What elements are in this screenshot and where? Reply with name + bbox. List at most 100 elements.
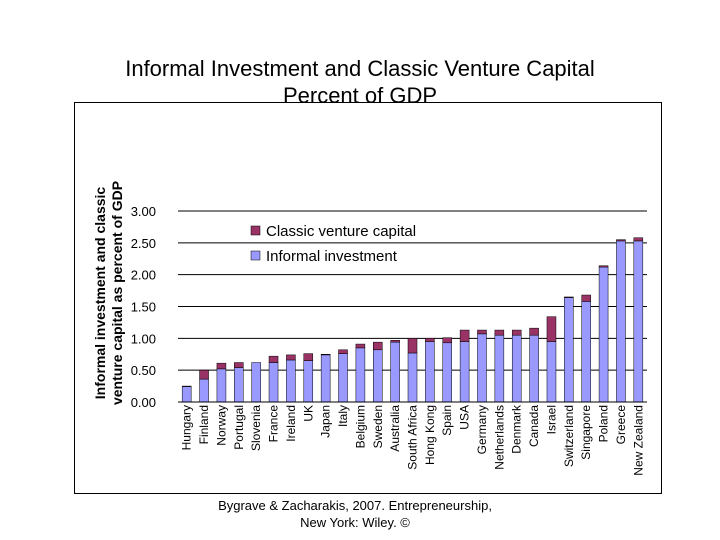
bar-informal-south-africa <box>407 352 418 403</box>
bar-classic-vc-spain <box>442 337 452 344</box>
bar-informal-finland <box>199 378 209 403</box>
bar-classic-vc-italy <box>338 349 348 354</box>
chart-frame: 0.00 0.50 1.00 1.50 2.00 2.50 3.00 Hungary Finl… <box>74 102 662 494</box>
x-tick-label: New Zealand <box>631 405 645 476</box>
bar-classic-vc-france <box>268 355 279 363</box>
legend-label: Informal investment <box>266 248 398 265</box>
x-tick-label: France <box>267 405 281 443</box>
x-tick-label: Sweden <box>371 405 385 448</box>
y-axis-ticks: 0.00 0.50 1.00 1.50 2.00 2.50 3.00 <box>131 204 156 410</box>
bar-informal-belgium <box>355 347 366 403</box>
bar-informal-norway <box>216 368 227 403</box>
y-tick-label: 1.50 <box>131 300 156 315</box>
y-tick-label: 0.00 <box>131 395 156 410</box>
bar-classic-vc-usa <box>459 329 470 342</box>
x-tick-label: Singapore <box>579 405 593 460</box>
x-axis-ticks: Hungary Finland Norway Portugal Slovenia Fran… <box>180 404 646 476</box>
bar-informal-sweden <box>373 349 383 403</box>
x-tick-label: Australia <box>388 405 402 452</box>
bar-informal-canada <box>529 334 539 403</box>
x-tick-label: USA <box>458 405 472 430</box>
y-tick-label: 3.00 <box>131 204 156 219</box>
x-tick-label: Slovenia <box>249 405 263 451</box>
x-tick-label: Switzerland <box>562 405 576 467</box>
bar-classic-vc-ireland <box>286 354 296 361</box>
bar-informal-denmark <box>511 334 522 403</box>
bar-informal-portugal <box>234 367 244 403</box>
bars <box>181 237 644 403</box>
bar-informal-greece <box>616 240 626 403</box>
bar-classic-vc-switzerland <box>564 296 574 298</box>
x-tick-label: Ireland <box>284 405 298 442</box>
legend-label: Classic venture capital <box>266 223 416 240</box>
y-tick-label: 2.00 <box>131 268 156 283</box>
bar-informal-italy <box>338 353 348 403</box>
bar-classic-vc-south-africa <box>407 338 418 354</box>
x-tick-label: UK <box>301 405 315 422</box>
bar-classic-vc-norway <box>216 362 227 370</box>
x-tick-label: Greece <box>614 405 628 445</box>
bar-informal-ireland <box>286 359 296 403</box>
bar-classic-vc-portugal <box>234 362 244 368</box>
x-tick-label: Belgium <box>353 405 367 448</box>
bar-classic-vc-israel <box>546 316 557 342</box>
y-axis-label-line2: venture capital as percent of GDP <box>109 181 125 405</box>
bar-informal-israel <box>546 341 557 403</box>
x-tick-label: Germany <box>475 405 489 454</box>
x-tick-label: Poland <box>597 405 611 442</box>
x-tick-label: Spain <box>440 405 454 436</box>
bar-classic-vc-greece <box>616 239 626 242</box>
bar-classic-vc-new-zealand <box>633 237 644 242</box>
source-citation: Bygrave & Zacharakis, 2007. Entrepreneur… <box>200 497 510 531</box>
x-tick-label: Canada <box>527 405 541 447</box>
bar-informal-france <box>268 362 279 403</box>
bar-informal-germany <box>477 333 487 403</box>
legend-swatch <box>250 250 261 261</box>
x-tick-label: Hungary <box>180 405 194 450</box>
bar-informal-switzerland <box>564 297 574 403</box>
y-axis-label-line1: Informal investment and classic <box>92 187 108 400</box>
bar-classic-vc-finland <box>199 369 209 380</box>
x-tick-label: Finland <box>197 405 211 444</box>
bar-informal-netherlands <box>494 334 505 403</box>
stacked-bar-chart: 0.00 0.50 1.00 1.50 2.00 2.50 3.00 Hungary Finl… <box>92 181 647 476</box>
bar-classic-vc-hungary <box>181 385 192 387</box>
bar-informal-singapore <box>581 301 591 403</box>
bar-classic-vc-germany <box>477 329 487 335</box>
bar-informal-new-zealand <box>633 240 644 403</box>
bar-informal-uk <box>303 360 314 403</box>
source-line1: Bygrave & Zacharakis, 2007. Entrepreneur… <box>218 498 492 513</box>
x-tick-label: Israel <box>544 405 558 434</box>
chart-title: Informal Investment and Classic Venture … <box>80 55 640 109</box>
x-tick-label: Norway <box>214 405 228 446</box>
bar-classic-vc-uk <box>303 353 314 361</box>
bar-informal-slovenia <box>251 362 261 403</box>
y-tick-label: 1.00 <box>131 331 156 346</box>
bar-classic-vc-sweden <box>373 341 383 351</box>
legend-swatch <box>250 225 261 236</box>
bar-classic-vc-netherlands <box>494 329 505 336</box>
bar-classic-vc-canada <box>529 327 539 336</box>
bar-informal-hong-kong <box>425 341 435 403</box>
y-tick-label: 0.50 <box>131 363 156 378</box>
bar-classic-vc-australia <box>390 339 400 343</box>
x-tick-label: Hong Kong <box>423 405 437 465</box>
bar-informal-hungary <box>181 386 192 403</box>
x-tick-label: Netherlands <box>492 405 506 470</box>
x-tick-label: Japan <box>319 405 333 438</box>
bar-informal-usa <box>459 341 470 403</box>
bar-classic-vc-japan <box>320 354 331 356</box>
bar-classic-vc-poland <box>598 265 609 268</box>
x-tick-label: Italy <box>336 405 350 427</box>
bar-classic-vc-belgium <box>355 343 366 349</box>
bar-classic-vc-singapore <box>581 294 591 302</box>
x-tick-label: Portugal <box>232 405 246 450</box>
y-tick-label: 2.50 <box>131 236 156 251</box>
source-line2: New York: Wiley. © <box>300 515 410 530</box>
bar-informal-spain <box>442 342 452 403</box>
x-tick-label: South Africa <box>406 405 420 470</box>
x-tick-label: Denmark <box>510 404 524 454</box>
bar-classic-vc-hong-kong <box>425 338 435 342</box>
legend: Classic venture capital Informal investme… <box>250 223 416 265</box>
bar-informal-poland <box>598 266 609 403</box>
